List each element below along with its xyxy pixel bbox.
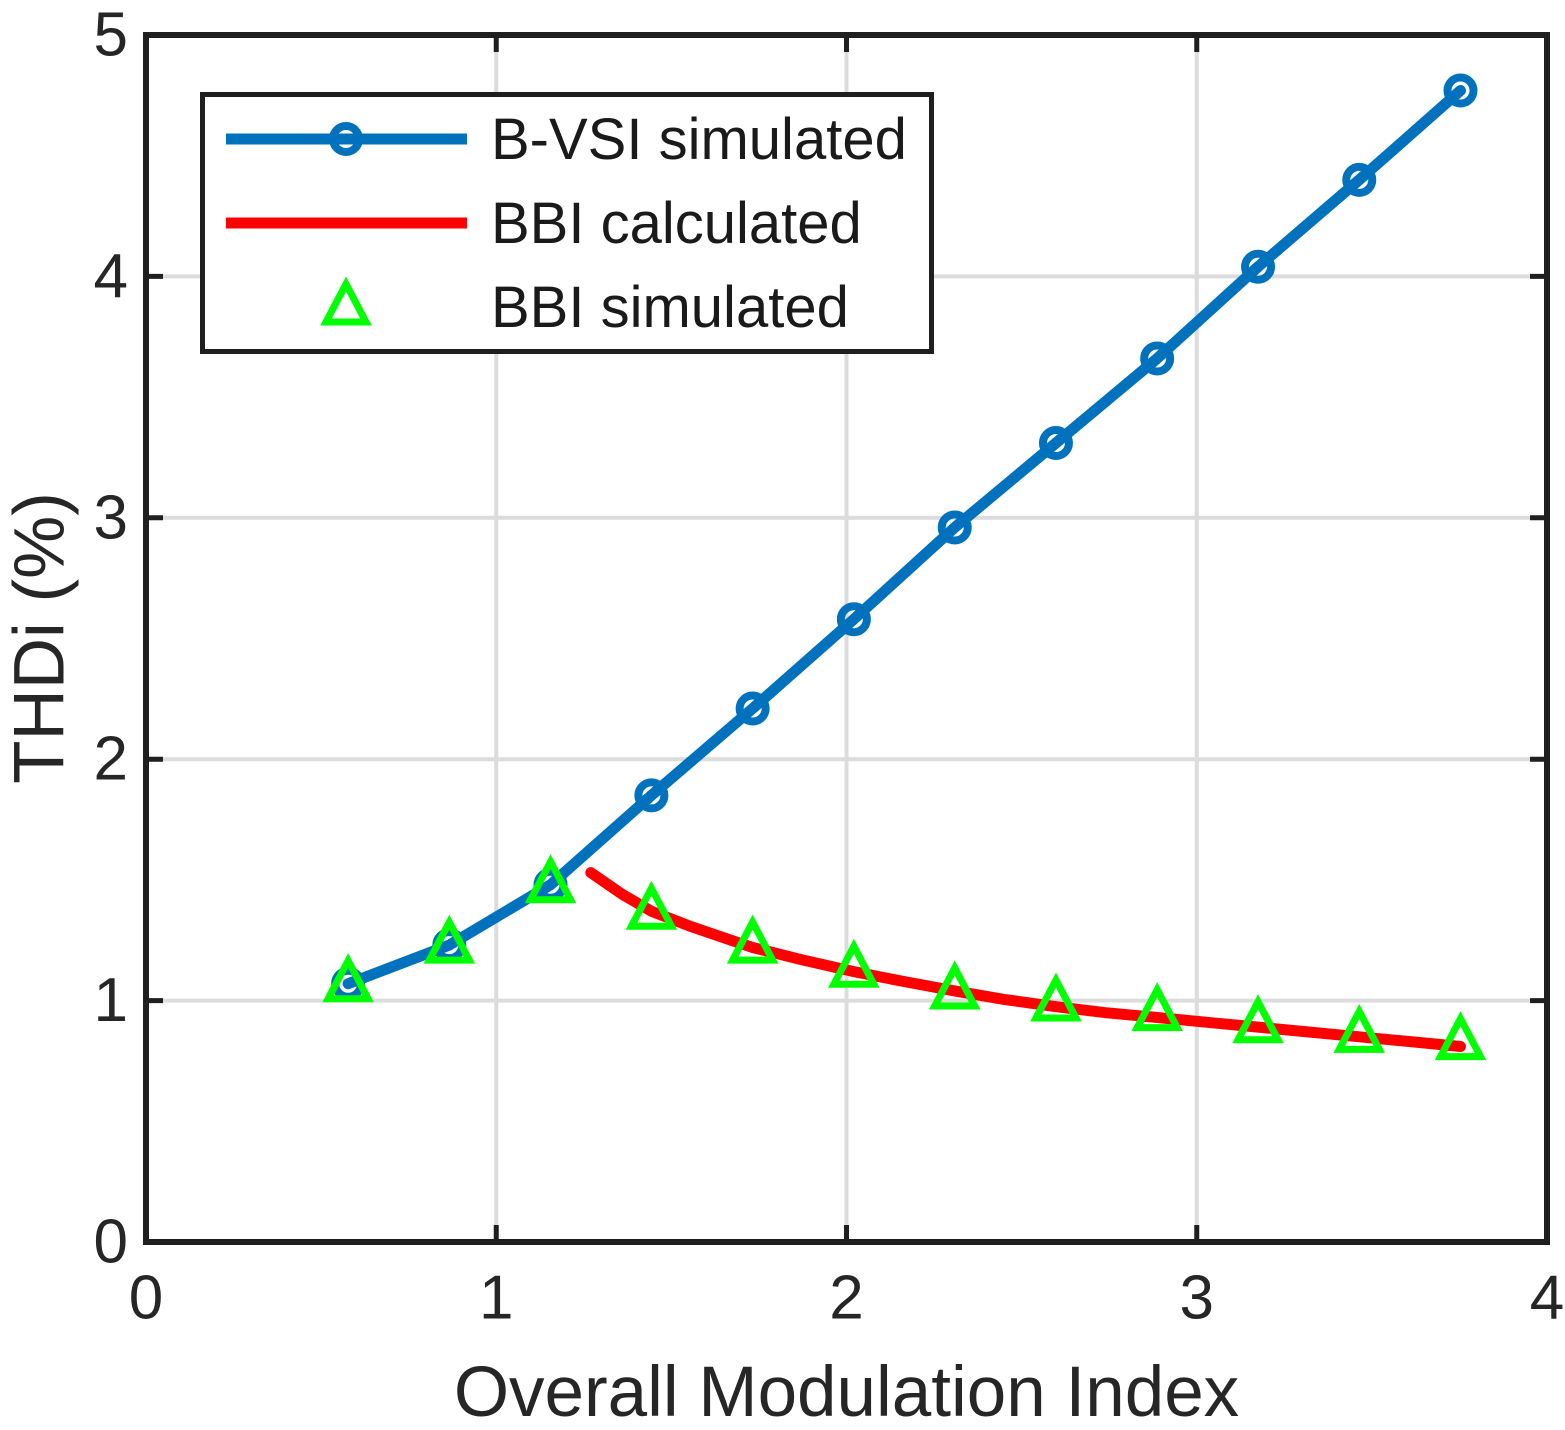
marker-circle-b-vsi-simulated: [1241, 249, 1276, 284]
marker-circle-b-vsi-simulated: [634, 778, 669, 813]
series-line-bbi-calculated: [585, 867, 1466, 1052]
legend-label-bbi-calculated: BBI calculated: [491, 190, 862, 256]
y-tick-label: 5: [94, 1, 128, 70]
legend-swatch-green-triangle-icon: [320, 276, 372, 326]
x-axis-label: Overall Modulation Index: [453, 1353, 1240, 1430]
legend-label-bvsi-simulated: B-VSI simulated: [491, 106, 907, 172]
marker-triangle-bbi-simulated: [1333, 1003, 1386, 1053]
marker-triangle-bbi-simulated: [828, 938, 880, 988]
marker-triangle-bbi-simulated: [726, 914, 779, 964]
marker-circle-b-vsi-simulated: [1038, 425, 1073, 460]
x-tick-label: 2: [829, 1264, 863, 1333]
marker-triangle-bbi-simulated: [1030, 972, 1082, 1022]
marker-triangle-bbi-simulated: [1232, 994, 1284, 1044]
legend-box: B-VSI simulated BBI calculated BBI simul…: [200, 92, 934, 354]
marker-circle-b-vsi-simulated: [836, 602, 871, 637]
y-tick-label: 3: [94, 483, 128, 552]
marker-triangle-bbi-simulated: [423, 914, 476, 964]
legend-row-bvsi-simulated: B-VSI simulated: [205, 97, 929, 181]
x-tick-label: 1: [479, 1264, 513, 1333]
y-tick-label: 4: [94, 242, 128, 311]
marker-circle-b-vsi-simulated: [735, 691, 770, 726]
marker-circle-b-vsi-simulated: [937, 510, 972, 545]
legend-row-bbi-simulated: BBI simulated: [205, 265, 929, 349]
marker-triangle-bbi-simulated: [524, 854, 577, 904]
x-tick-label: 3: [1180, 1264, 1214, 1333]
marker-circle-b-vsi-simulated: [1342, 162, 1377, 197]
marker-circle-b-vsi-simulated: [1140, 341, 1175, 376]
y-tick-label: 0: [94, 1208, 128, 1277]
y-tick-label: 2: [94, 725, 128, 794]
x-tick-label: 0: [129, 1264, 163, 1333]
legend-row-bbi-calculated: BBI calculated: [205, 181, 929, 265]
marker-triangle-bbi-simulated: [322, 953, 374, 1003]
marker-circle-b-vsi-simulated: [1443, 73, 1478, 108]
legend-swatch-blue-line-circle-icon: [226, 122, 467, 156]
marker-triangle-bbi-simulated: [625, 880, 678, 930]
marker-circle-b-vsi-simulated: [329, 122, 363, 156]
y-tick-label: 1: [94, 966, 128, 1035]
x-tick-label: 4: [1530, 1264, 1564, 1333]
legend-label-bbi-simulated: BBI simulated: [491, 274, 849, 340]
legend-swatch-red-line-icon: [226, 217, 467, 229]
marker-triangle-bbi-simulated: [320, 276, 372, 326]
marker-triangle-bbi-simulated: [1434, 1011, 1487, 1061]
y-axis-label: THDi (%): [0, 492, 80, 784]
marker-triangle-bbi-simulated: [1131, 982, 1183, 1032]
marker-triangle-bbi-simulated: [928, 960, 981, 1010]
